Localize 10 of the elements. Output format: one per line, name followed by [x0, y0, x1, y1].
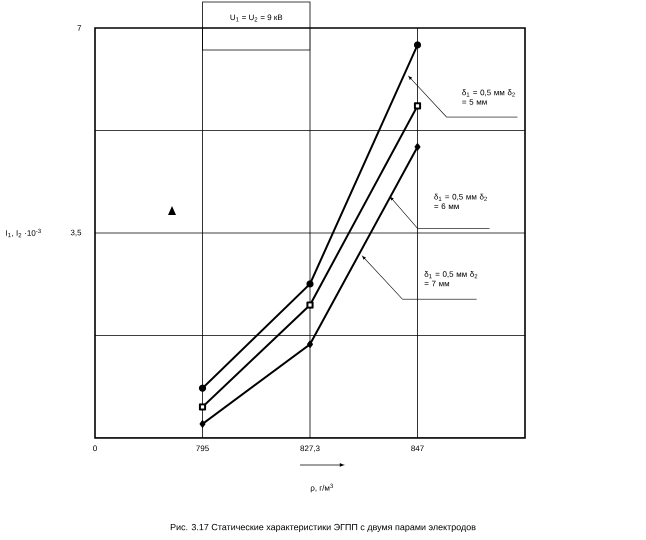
point [306, 301, 314, 309]
point [414, 41, 422, 49]
point [200, 420, 206, 428]
point [306, 280, 314, 288]
text: Рис. 3.17 Статические характеристики ЭГПП с двумя парами электродов [170, 524, 476, 532]
point [414, 143, 420, 150]
point [198, 403, 206, 411]
point [414, 102, 422, 110]
point [307, 340, 313, 348]
point [198, 384, 206, 392]
